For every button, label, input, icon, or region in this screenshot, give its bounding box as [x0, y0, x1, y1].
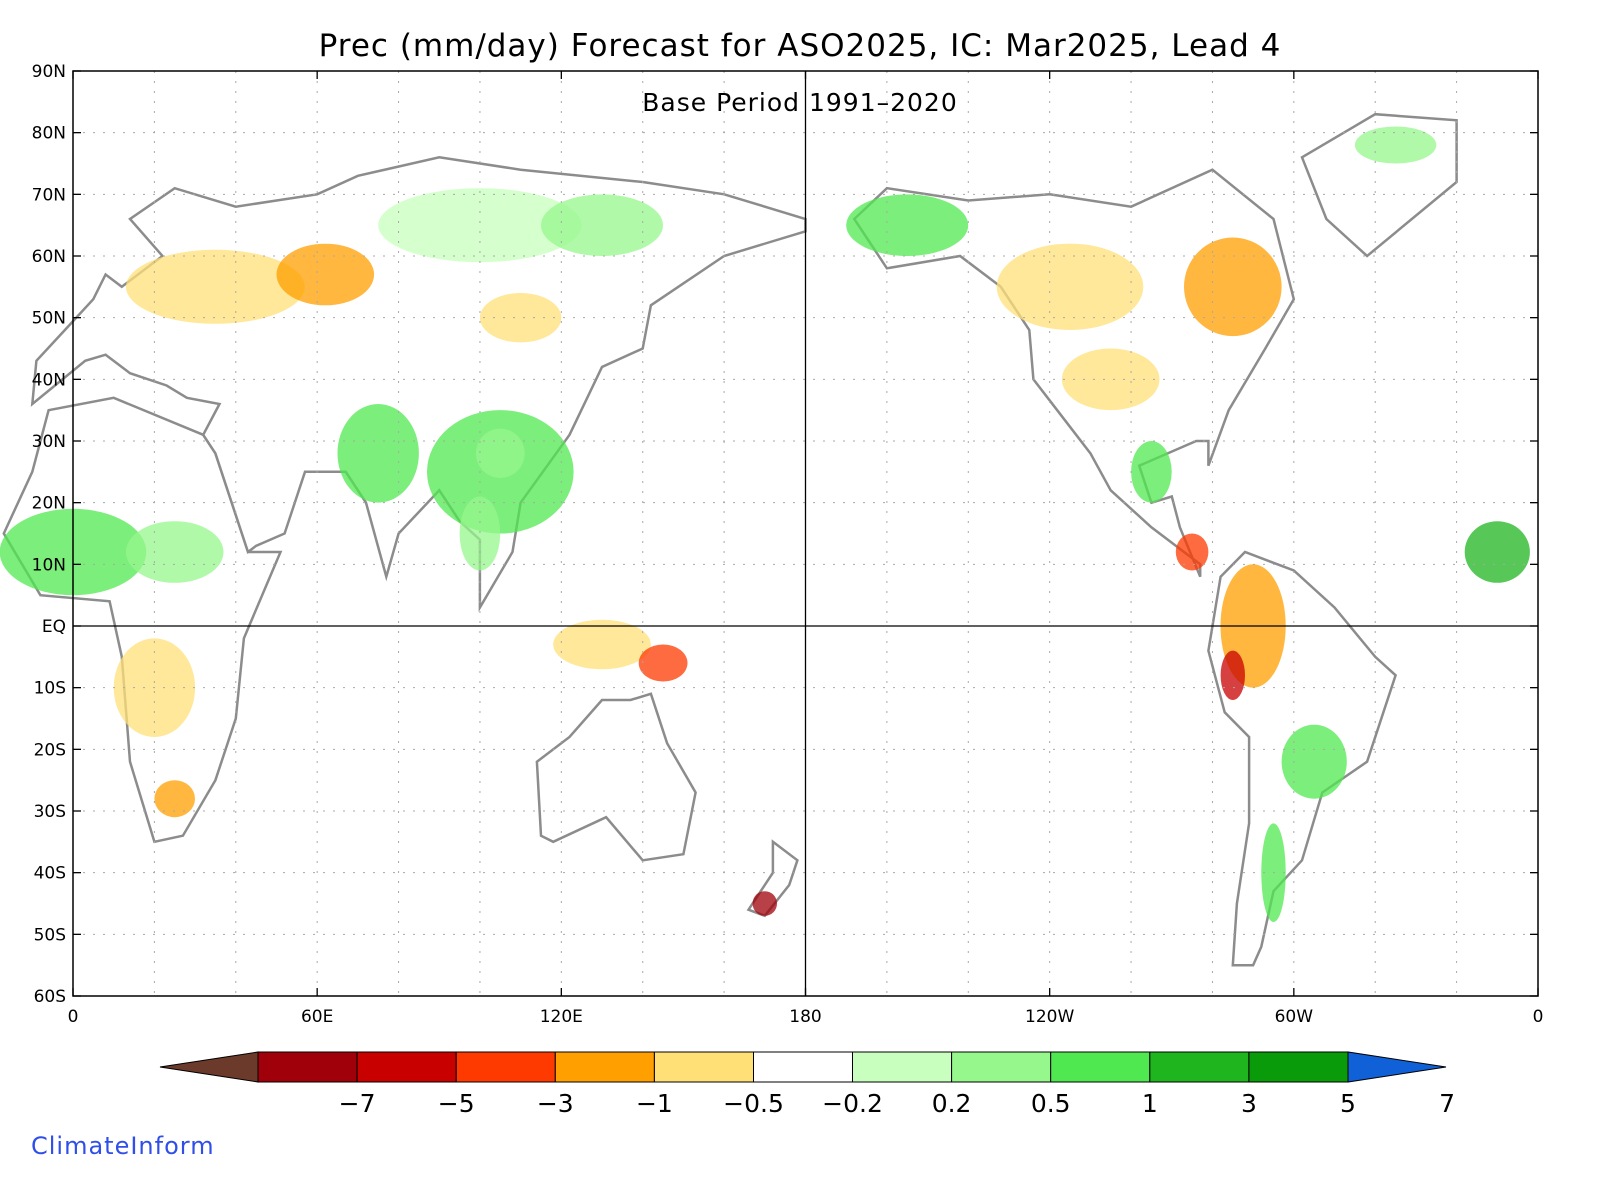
anomaly-patch — [1184, 237, 1282, 337]
colorbar-label: 7 — [1439, 1089, 1455, 1118]
anomaly-patch — [1061, 348, 1160, 411]
lat-tick-label: 70N — [32, 185, 66, 205]
land-australia — [535, 692, 697, 862]
lat-tick-label: 50N — [32, 309, 66, 329]
colorbar-label: 0.5 — [1031, 1089, 1071, 1118]
lat-tick-label: 30N — [32, 432, 66, 452]
anomaly-patch — [541, 194, 663, 256]
colorbar-bin — [455, 1051, 556, 1083]
lat-tick-label: 30S — [34, 802, 66, 822]
lon-tick-label: 0 — [68, 1007, 79, 1027]
reference-lines — [73, 71, 1538, 996]
lat-tick-label: 90N — [32, 62, 66, 82]
lon-tick-label: 180 — [789, 1007, 821, 1027]
colorbar-bin — [753, 1051, 854, 1083]
colorbar-label: 5 — [1340, 1089, 1356, 1118]
lat-tick-label: 50S — [34, 925, 66, 945]
anomaly-patch — [1175, 533, 1209, 571]
anomaly-patch — [479, 293, 562, 343]
anomaly-patch — [1131, 441, 1172, 503]
colorbar-bin — [257, 1051, 358, 1083]
graticule — [73, 71, 1538, 996]
anomaly-patch — [459, 496, 501, 571]
colorbar: −7 −5 −3 −1 −0.5 −0.2 0.2 0.5 1 3 5 7 — [159, 1051, 1455, 1118]
lat-tick-label: 40S — [34, 864, 66, 884]
lat-tick-label: 40N — [32, 370, 66, 390]
anomaly-patch — [125, 249, 305, 324]
colorbar-bin — [1050, 1051, 1151, 1083]
anomaly-patch — [553, 619, 651, 670]
anomaly-patch — [846, 194, 969, 256]
anomaly-patch — [125, 521, 224, 583]
lat-tick-label: 20S — [34, 740, 66, 760]
lat-tick-label: 20N — [32, 494, 66, 514]
anomaly-patch — [996, 243, 1144, 330]
colorbar-label: 1 — [1142, 1089, 1158, 1118]
colorbar-high-arrow — [1347, 1051, 1447, 1083]
colorbar-label: −1 — [636, 1089, 673, 1118]
anomaly-patch — [752, 891, 777, 916]
lat-tick-label: EQ — [42, 617, 66, 637]
anomaly-patch — [154, 780, 195, 818]
lon-tick-label: 60W — [1275, 1007, 1314, 1027]
anomaly-patch — [337, 404, 419, 503]
lat-tick-label: 10N — [32, 555, 66, 575]
colorbar-label: −7 — [339, 1089, 376, 1118]
colorbar-bin — [951, 1051, 1052, 1083]
lon-tick-label: 120W — [1025, 1007, 1074, 1027]
colorbar-label: −3 — [537, 1089, 574, 1118]
chart-title: Prec (mm/day) Forecast for ASO2025, IC: … — [318, 28, 1282, 64]
colorbar-label: −0.2 — [822, 1089, 883, 1118]
colorbar-label: 0.2 — [932, 1089, 972, 1118]
colorbar-low-arrow — [159, 1051, 259, 1083]
anomaly-patch — [1464, 521, 1530, 583]
colorbar-label: −5 — [438, 1089, 475, 1118]
lat-tick-label: 60S — [34, 987, 66, 1007]
lat-tick-label: 10S — [34, 679, 66, 699]
colorbar-label: −0.5 — [723, 1089, 784, 1118]
anomaly-patch — [378, 188, 582, 263]
anomaly-patch — [1220, 650, 1246, 700]
anomaly-patch — [638, 644, 688, 682]
lat-tick-label: 80N — [32, 124, 66, 144]
anomaly-patch — [1281, 724, 1347, 799]
lon-tick-label: 120E — [540, 1007, 583, 1027]
lon-tick-label: 60E — [301, 1007, 333, 1027]
colorbar-bin — [852, 1051, 953, 1083]
colorbar-bin — [1248, 1051, 1349, 1083]
colorbar-bin — [653, 1051, 755, 1083]
colorbar-bin — [356, 1051, 457, 1083]
chart-subtitle: Base Period 1991–2020 — [642, 88, 958, 117]
precip-anomaly-shading — [0, 126, 1530, 922]
colorbar-label: 3 — [1241, 1089, 1257, 1118]
lon-tick-label: 0 — [1533, 1007, 1544, 1027]
credit-label: ClimateInform — [31, 1132, 215, 1160]
axis-ticks: 90N 80N 70N 60N 50N 40N 30N 20N 10N EQ 10S 20S 30S 40… — [32, 62, 1544, 1027]
colorbar-bin — [554, 1051, 655, 1083]
anomaly-patch — [276, 243, 375, 306]
anomaly-patch — [475, 428, 525, 478]
colorbar-bin — [1149, 1051, 1250, 1083]
anomaly-patch — [1354, 126, 1437, 164]
lat-tick-label: 60N — [32, 247, 66, 267]
